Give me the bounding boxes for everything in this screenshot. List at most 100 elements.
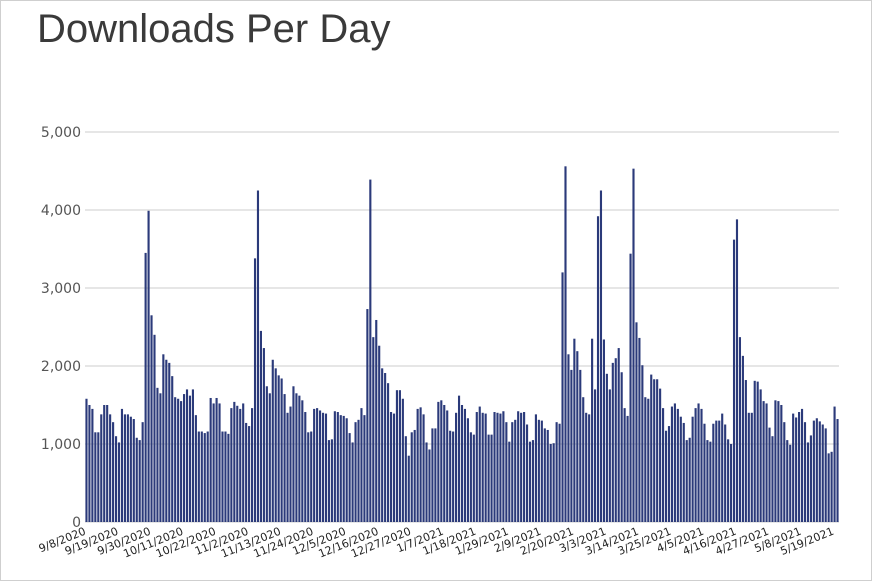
y-tick-label: 1,000 [41,437,81,453]
bar [620,372,623,522]
bar [520,412,523,522]
y-axis-ticks: 0 1,000 2,000 3,000 4,000 5,000 [41,125,81,531]
bar [324,413,328,522]
bar [100,414,103,522]
bar [700,408,703,522]
bar [277,375,280,522]
bar [543,428,546,522]
bar [579,369,582,522]
bar [348,433,351,522]
bar [286,412,289,522]
bar [783,422,786,522]
bar [88,405,91,522]
bar [821,424,824,522]
bar [230,408,233,522]
bar [188,395,192,522]
bar [389,412,393,522]
bar [384,373,387,522]
bar [351,442,354,522]
bar [404,436,407,522]
bar [762,401,765,522]
bar [262,348,265,522]
bar [295,393,298,522]
bar [496,412,499,522]
bar [182,394,186,522]
bar [422,414,425,522]
bar [809,435,812,522]
bar [197,431,200,522]
bar [455,412,458,522]
bar [103,405,106,522]
bar [319,410,322,522]
y-tick-label: 3,000 [41,281,81,297]
bar [771,436,774,522]
bar [759,389,762,522]
bar [549,444,552,522]
bar [248,426,251,522]
bar [830,451,833,522]
bar [499,413,502,522]
bar [558,423,561,522]
bar [354,422,357,522]
bar [561,272,564,522]
bar [469,432,472,522]
bar [591,338,594,522]
bar [534,414,537,522]
bar [218,403,221,522]
bar [703,423,706,522]
bar [185,389,189,522]
bar [274,368,277,522]
bar [360,408,363,522]
bar [611,362,614,522]
bar [750,412,753,522]
bar [617,348,620,522]
bar [472,434,475,522]
bar [647,398,650,522]
bar [777,401,780,522]
y-tick-label: 2,000 [41,359,81,375]
bar [392,413,396,522]
y-tick-label: 5,000 [41,125,81,141]
bar [780,405,783,522]
bar [194,415,197,522]
bar [375,319,378,522]
bar [608,389,611,522]
bar [836,419,839,522]
bar [428,449,431,522]
bar [546,429,549,522]
bar [508,441,511,522]
chart-title: Downloads Per Day [37,7,391,51]
bar [233,401,236,522]
bar [656,379,659,522]
bar [691,416,694,522]
bar [301,400,304,522]
bar [141,422,144,522]
bar [735,219,739,523]
bar [697,403,700,522]
bar [126,414,129,522]
bar [120,408,124,522]
bar [97,432,100,522]
bar [132,419,135,522]
bar [528,441,532,522]
bar [800,408,804,522]
bar [818,421,821,522]
bar [709,441,712,522]
bar [369,179,372,522]
bar [268,393,271,522]
bar [540,420,543,522]
bar [567,354,570,522]
bar [162,354,165,522]
bar [410,432,413,522]
bar [478,406,481,522]
bar [466,418,469,522]
bar [682,422,685,522]
bar [191,389,194,522]
bar [153,334,156,522]
bar [632,168,635,522]
bar [626,415,629,522]
bar [336,412,339,522]
bar [333,411,336,522]
bar [667,426,671,522]
